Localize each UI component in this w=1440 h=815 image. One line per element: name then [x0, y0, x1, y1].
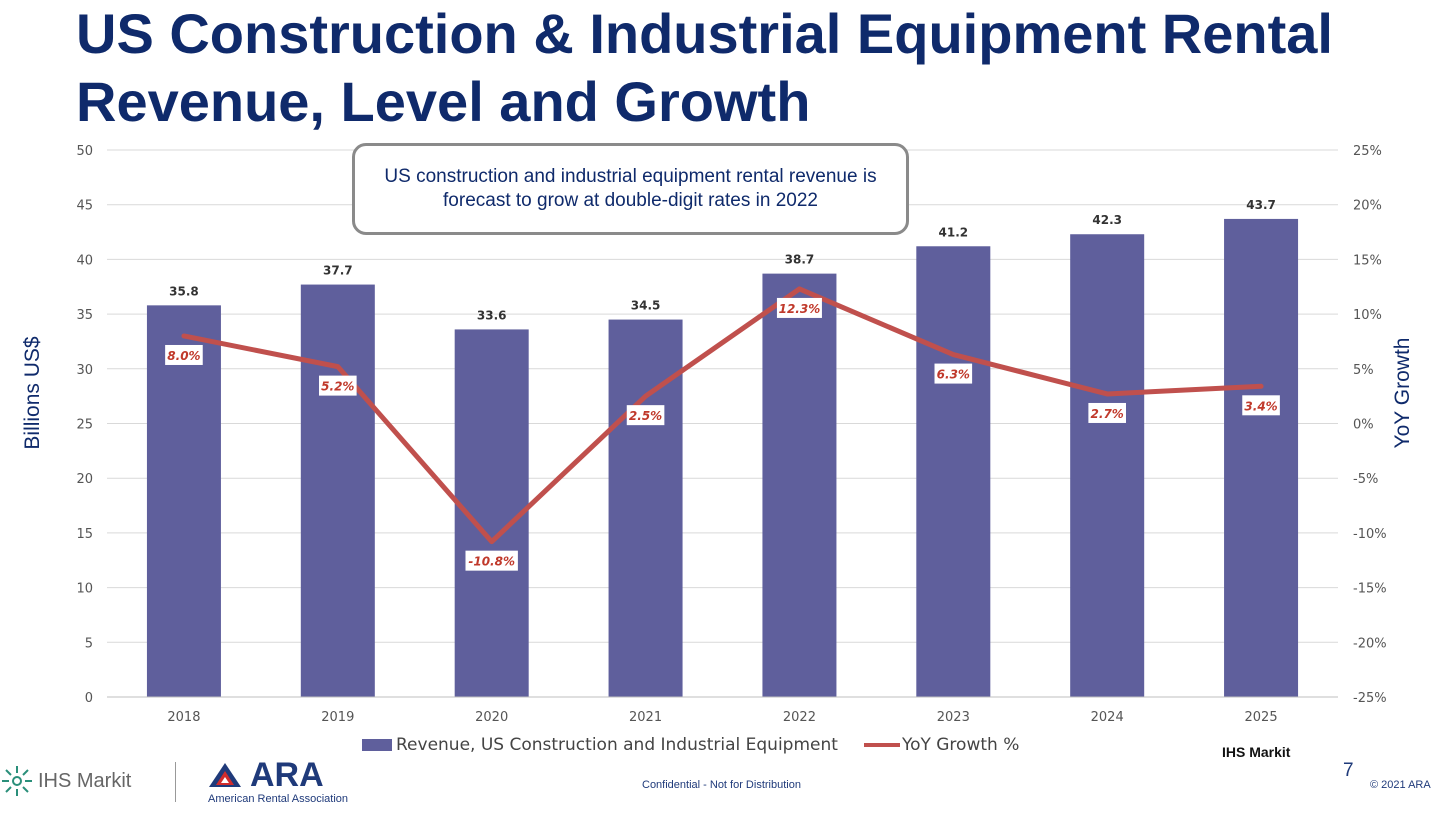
y2-tick-label: -25% [1353, 691, 1387, 706]
y2-tick-label: 15% [1353, 253, 1382, 268]
y2-tick-label: -10% [1353, 527, 1387, 542]
logo-divider [175, 762, 176, 802]
revenue-bar [608, 319, 683, 697]
growth-label-box [1088, 402, 1126, 423]
y2-tick-label: 25% [1353, 144, 1382, 159]
legend-line-swatch [863, 743, 900, 747]
revenue-bar [1224, 218, 1299, 697]
ara-triangle-icon [209, 763, 241, 787]
revenue-bars [146, 218, 1299, 697]
growth-line-path [181, 286, 1264, 545]
bar-value-label: 43.7 [1246, 198, 1276, 212]
revenue-bar [300, 284, 375, 697]
x-tick-label: 2023 [937, 710, 970, 725]
growth-value-label: 3.4% [1244, 399, 1277, 413]
growth-value-label: 2.5% [629, 409, 662, 423]
ihs-markit-wordmark: IHS Markit [38, 769, 132, 792]
growth-value-label: 12.3% [779, 302, 821, 316]
y2-axis-title: YoY Growth [1391, 338, 1414, 449]
axes: 05101520253035404550-25%-20%-15%-10%-5%0… [76, 144, 1386, 725]
y2-tick-label: 0% [1353, 418, 1374, 433]
ara-full-name: American Rental Association [208, 793, 349, 805]
y-tick-label: 30 [76, 363, 93, 378]
page-number: 7 [1343, 760, 1354, 781]
callout-box: US construction and industrial equipment… [352, 143, 909, 235]
growth-label-box [626, 405, 665, 426]
y-tick-label: 35 [76, 308, 93, 323]
revenue-bar [146, 305, 221, 697]
y2-tick-label: -20% [1353, 636, 1387, 651]
y2-tick-label: 10% [1353, 308, 1382, 323]
ara-logo: ARA American Rental Association [208, 758, 348, 805]
growth-label-box [165, 344, 203, 365]
x-tick-label: 2022 [783, 710, 816, 725]
growth-label-box [934, 363, 973, 384]
bar-value-label: 35.8 [169, 284, 199, 298]
confidential-note: Confidential - Not for Distribution [642, 779, 801, 791]
growth-label-box [319, 375, 357, 396]
chart-legend: Revenue, US Construction and Industrial … [362, 735, 1019, 755]
growth-value-label: 8.0% [167, 349, 200, 363]
growth-label-box [776, 297, 822, 318]
ara-wordmark: ARA [250, 756, 324, 794]
y-axis-title: Billions US$ [21, 336, 44, 450]
y2-tick-label: 20% [1353, 199, 1382, 214]
growth-value-label: 5.2% [321, 380, 354, 394]
legend-bar-swatch [362, 739, 392, 751]
copyright-note: © 2021 ARA [1370, 779, 1431, 791]
legend-bar-label: Revenue, US Construction and Industrial … [396, 735, 838, 755]
y-tick-label: 45 [76, 199, 93, 214]
revenue-bar [1070, 234, 1145, 697]
growth-value-label: 2.7% [1091, 407, 1124, 421]
y2-tick-label: 5% [1353, 363, 1374, 378]
x-tick-label: 2021 [629, 710, 662, 725]
data-labels: 35.8 37.7 33.6 34.5 38.7 41.2 42.3 43.7 8.0% 5.2%… [165, 198, 1280, 571]
ihs-markit-logo: IHS Markit [0, 764, 131, 798]
y2-tick-label: -5% [1353, 472, 1378, 487]
x-tick-label: 2025 [1245, 710, 1278, 725]
x-tick-label: 2019 [321, 710, 354, 725]
bar-value-label: 34.5 [631, 299, 661, 313]
growth-value-label: -10.8% [468, 555, 515, 569]
ihs-markit-icon [2, 766, 32, 796]
bar-value-label: 38.7 [785, 253, 815, 267]
x-tick-label: 2018 [167, 710, 200, 725]
y-tick-label: 25 [76, 418, 93, 433]
growth-label-box [1242, 395, 1280, 416]
growth-line [181, 286, 1264, 545]
y-tick-label: 50 [76, 144, 93, 159]
revenue-bar [762, 273, 837, 697]
growth-value-label: 6.3% [937, 368, 970, 382]
y-tick-label: 0 [85, 691, 93, 706]
x-tick-label: 2024 [1091, 710, 1124, 725]
bar-value-label: 41.2 [939, 225, 969, 239]
growth-label-box [465, 550, 518, 571]
y-tick-label: 20 [76, 472, 93, 487]
y-tick-label: 40 [76, 253, 93, 268]
y-tick-label: 15 [76, 527, 93, 542]
source-label: IHS Markit [1222, 744, 1291, 760]
bar-value-label: 42.3 [1092, 213, 1122, 227]
x-tick-label: 2020 [475, 710, 508, 725]
bar-value-label: 37.7 [323, 264, 353, 278]
y-tick-label: 5 [85, 636, 93, 651]
revenue-bar [916, 246, 991, 697]
page-title: US Construction & Industrial Equipment R… [76, 2, 1333, 133]
y-tick-label: 10 [76, 582, 93, 597]
legend-line-label: YoY Growth % [901, 735, 1020, 755]
y2-tick-label: -15% [1353, 582, 1387, 597]
bar-value-label: 33.6 [477, 308, 507, 322]
